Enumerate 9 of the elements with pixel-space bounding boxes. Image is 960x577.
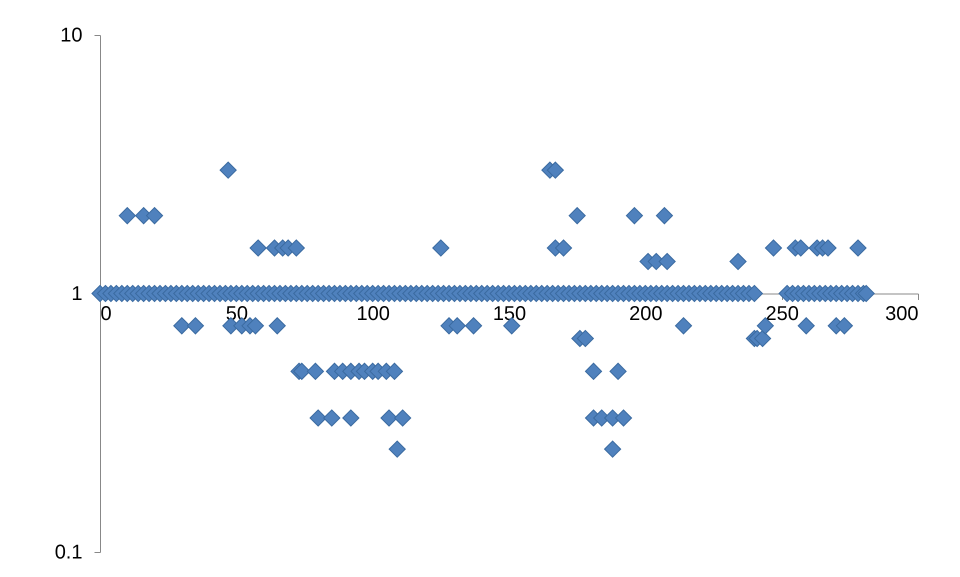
y-tick-label: 1 <box>71 283 82 305</box>
x-tick-label: 200 <box>629 303 663 325</box>
x-tick-label: 250 <box>765 303 799 325</box>
x-tick-label: 100 <box>356 303 390 325</box>
y-tick-label: 0.1 <box>54 542 82 564</box>
y-tick-label: 10 <box>60 24 82 46</box>
x-tick-label: 0 <box>100 303 112 325</box>
x-tick-label: 300 <box>885 303 918 325</box>
x-tick-label: 150 <box>492 303 526 325</box>
